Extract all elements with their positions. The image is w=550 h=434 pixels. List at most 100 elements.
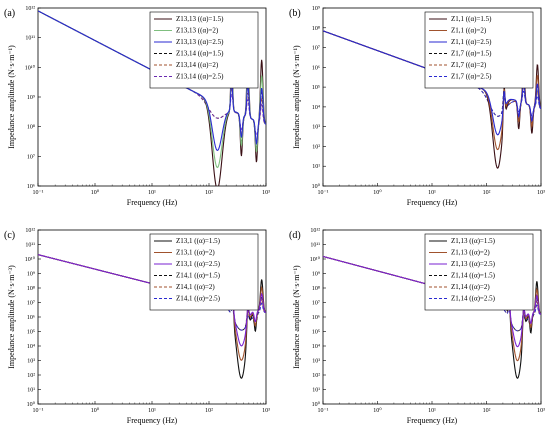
y-tick-label: 10⁸ [312,26,320,32]
y-tick-label: 10¹ [312,388,320,394]
legend: Z1,13 ((α)=1.5) Z1,13 ((α)=2) Z1,13 ((α)=2… [424,233,534,311]
y-tick-label: 10¹¹ [25,243,35,249]
y-tick-label: 10⁷ [312,46,320,52]
y-tick-label: 10⁷ [27,301,35,307]
y-tick-label: 10³ [312,359,320,365]
x-tick-label: 10³ [537,408,545,414]
x-tick-label: 10¹ [428,408,436,414]
y-tick-label: 10¹ [312,164,320,170]
y-tick-label: 10¹² [25,228,35,234]
x-axis-label: Frequency (Hz) [127,416,178,425]
x-axis-label: Frequency (Hz) [407,416,458,425]
x-tick-label: 10⁻¹ [318,190,329,196]
y-tick-label: 10⁶ [27,315,35,321]
panel-0: (a) 10⁻¹ 10⁰ 10¹ 10² 10³ 10⁶ 10⁷ 10⁸ 10⁹ 10¹⁰ 10¹¹ 1… [4,6,270,207]
y-tick-label: 10⁸ [27,286,35,292]
y-tick-label: 10⁶ [27,184,35,190]
y-tick-label: 10⁹ [27,272,35,278]
y-tick-label: 10⁹ [312,6,320,12]
x-axis-label: Frequency (Hz) [127,198,178,207]
legend-entry: Z13,13 ((α)=2.5) [176,38,224,46]
y-tick-label: 10⁴ [27,344,35,350]
y-tick-label: 10⁷ [27,154,35,160]
panel-letter: (b) [289,8,301,19]
y-tick-label: 10⁸ [27,125,35,131]
legend-entry: Z13,1 ((α)=1.5) [176,237,221,245]
y-tick-label: 10⁹ [27,95,35,101]
x-tick-label: 10² [483,190,491,196]
panel-letter: (d) [289,230,301,241]
y-tick-label: 10¹ [27,388,35,394]
y-tick-label: 10¹² [25,6,35,12]
y-tick-label: 10³ [27,359,35,365]
y-tick-label: 10⁰ [312,183,321,190]
legend-entry: Z1,1 ((α)=2) [451,27,487,35]
y-axis-label: Impedance amplitude (N·s·m⁻³) [7,265,16,369]
x-tick-label: 10⁻¹ [33,190,44,196]
legend-entry: Z1,13 ((α)=1.5) [451,237,496,245]
x-tick-label: 10³ [262,408,270,414]
x-tick-label: 10³ [537,190,545,196]
y-axis-label: Impedance amplitude (N·s·m⁻¹) [292,265,301,369]
y-tick-label: 10¹⁰ [310,256,321,263]
legend-entry: Z1,13 ((α)=2) [451,249,490,257]
legend-entry: Z1,13 ((α)=2.5) [451,260,496,268]
legend-entry: Z14,1 ((α)=2.5) [176,295,221,303]
legend-entry: Z13,13 ((α)=1.5) [176,15,224,23]
panel-3: (d)10⁻¹ 10⁰ 10¹ 10² 10³10⁰10¹10²10³10⁴10⁵10⁶… [289,228,545,425]
y-tick-label: 10² [312,373,320,379]
legend-entry: Z13,14 ((α)=1.5) [176,50,224,58]
x-tick-label: 10¹ [148,190,156,196]
y-tick-label: 10² [27,373,35,379]
panel-letter: (c) [4,230,15,241]
legend-box [424,233,534,311]
y-tick-label: 10² [312,144,320,150]
x-tick-label: 10¹ [428,190,436,196]
legend-entry: Z1,14 ((α)=1.5) [451,272,496,280]
x-tick-label: 10⁻¹ [318,408,329,414]
y-tick-label: 10⁵ [312,330,320,336]
y-tick-label: 10¹² [310,228,320,234]
y-tick-label: 10⁷ [312,301,320,307]
legend-entry: Z1,7 ((α)=1.5) [451,50,492,58]
y-tick-label: 10¹⁰ [25,64,36,71]
legend-entry: Z13,1 ((α)=2) [176,249,215,257]
y-tick-label: 10⁶ [312,315,320,321]
legend-entry: Z1,7 ((α)=2) [451,61,487,69]
legend-entry: Z13,14 ((α)=2) [176,61,219,69]
y-tick-label: 10⁸ [312,286,320,292]
y-tick-label: 10⁴ [312,344,320,350]
legend: Z13,13 ((α)=1.5) Z13,13 ((α)=2) Z13,13 ((α… [149,11,259,89]
x-tick-label: 10⁰ [91,189,100,196]
y-tick-label: 10¹¹ [310,243,320,249]
legend-entry: Z13,14 ((α)=2.5) [176,73,224,81]
y-tick-label: 10⁵ [312,85,320,91]
x-tick-label: 10⁰ [373,407,382,414]
y-axis-label: Impedance amplitude (N·s·m⁻¹) [292,45,301,149]
panel-2: (c)10⁻¹ 10⁰ 10¹ 10² 10³10⁰10¹10²10³10⁴10⁵10⁶… [4,228,270,425]
x-tick-label: 10² [205,190,213,196]
panel-letter: (a) [4,8,15,19]
legend-entry: Z1,14 ((α)=2) [451,283,490,291]
legend-box [424,11,534,89]
legend: Z1,1 ((α)=1.5) Z1,1 ((α)=2) Z1,1 ((α)=2.5)… [424,11,534,89]
x-tick-label: 10² [483,408,491,414]
y-tick-label: 10⁶ [312,65,320,71]
y-axis-label: Impedance amplitude (N·s·m⁻¹) [7,45,16,149]
legend-entry: Z13,1 ((α)=2.5) [176,260,221,268]
legend-box [149,233,259,311]
y-tick-label: 10⁰ [312,401,321,408]
legend-entry: Z1,7 ((α)=2.5) [451,73,492,81]
x-tick-label: 10¹ [148,408,156,414]
y-tick-label: 10⁴ [312,105,320,111]
x-tick-label: 10³ [262,190,270,196]
legend-entry: Z1,1 ((α)=1.5) [451,15,492,23]
panel-1: (b)10⁻¹ 10⁰ 10¹ 10² 10³10⁰10¹10²10³10⁴10⁵10⁶… [289,6,545,207]
y-tick-label: 10¹¹ [25,36,35,42]
legend-entry: Z1,14 ((α)=2.5) [451,295,496,303]
x-tick-label: 10⁰ [373,189,382,196]
x-axis-label: Frequency (Hz) [407,198,458,207]
legend: Z13,1 ((α)=1.5) Z13,1 ((α)=2) Z13,1 ((α)=2… [149,233,259,311]
y-tick-label: 10⁹ [312,272,320,278]
